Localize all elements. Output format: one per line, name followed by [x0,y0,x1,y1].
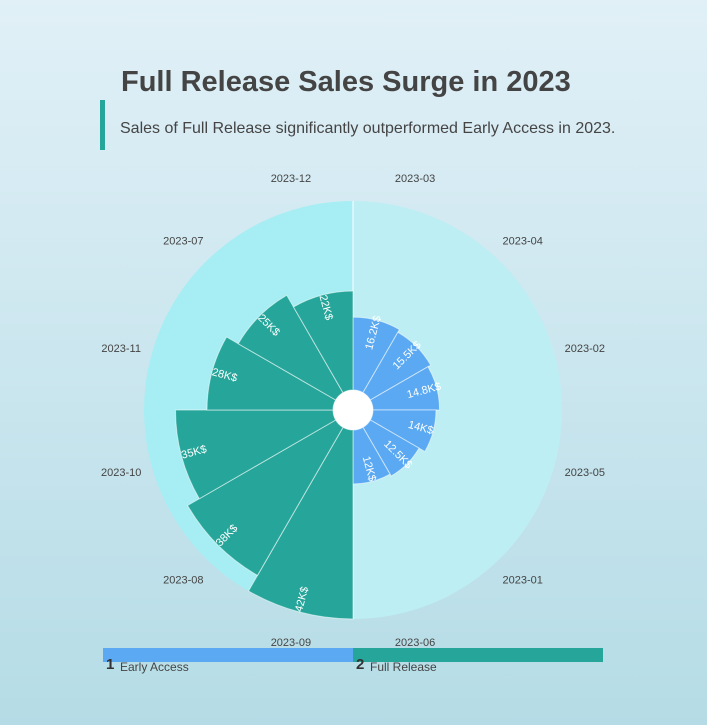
angle-label: 2023-04 [503,235,543,247]
angle-label: 2023-01 [503,575,543,587]
legend-bar-early-access[interactable] [103,648,353,662]
chart-subtitle: Sales of Full Release significantly outp… [120,120,616,137]
legend-label-early-access: Early Access [120,660,189,674]
center-hole [333,390,373,430]
chart-title: Full Release Sales Surge in 2023 [121,66,571,98]
legend-number-early-access: 1 [106,656,115,673]
angle-label: 2023-06 [395,637,435,649]
angle-label: 2023-07 [163,235,203,247]
angle-label: 2023-12 [271,173,311,185]
legend-bar-full-release[interactable] [353,648,603,662]
angle-label: 2023-08 [163,575,203,587]
angle-label: 2023-02 [565,343,605,355]
angle-label: 2023-03 [395,173,435,185]
angle-label: 2023-09 [271,637,311,649]
legend-label-full-release: Full Release [370,660,437,674]
angle-label: 2023-11 [101,343,141,355]
legend-number-full-release: 2 [356,656,365,673]
angle-label: 2023-05 [565,467,605,479]
subtitle-accent-bar [100,100,105,150]
angle-label: 2023-10 [101,467,141,479]
background-sector-right [353,201,562,619]
